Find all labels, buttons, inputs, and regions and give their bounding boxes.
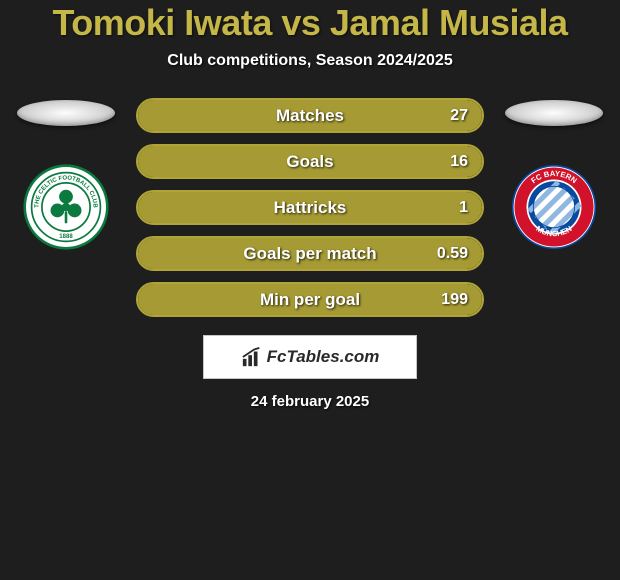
left-player-side: THE CELTIC FOOTBALL CLUB 1888: [16, 98, 116, 250]
stat-label: Goals per match: [138, 244, 482, 264]
stat-bar: Min per goal199: [136, 282, 484, 317]
brand-text: FcTables.com: [267, 347, 380, 367]
stat-bar: Matches27: [136, 98, 484, 133]
player-photo-placeholder-right: [505, 100, 603, 126]
stat-label: Min per goal: [138, 290, 482, 310]
right-player-side: FC BAYERN MÜNCHEN: [504, 98, 604, 250]
stat-value-right: 16: [450, 153, 468, 171]
stat-label: Hattricks: [138, 198, 482, 218]
main-row: THE CELTIC FOOTBALL CLUB 1888 Matches27 G…: [0, 98, 620, 317]
date-label: 24 february 2025: [0, 393, 620, 410]
subtitle: Club competitions, Season 2024/2025: [0, 52, 620, 70]
stat-value-right: 27: [450, 107, 468, 125]
bayern-crest-icon: FC BAYERN MÜNCHEN: [511, 164, 597, 250]
stats-column: Matches27 Goals16 Hattricks1 Goals per matc…: [136, 98, 484, 317]
stat-value-right: 0.59: [437, 245, 468, 263]
comparison-card: Tomoki Iwata vs Jamal Musiala Club compe…: [0, 0, 620, 410]
player-photo-placeholder-left: [17, 100, 115, 126]
page-title: Tomoki Iwata vs Jamal Musiala: [0, 2, 620, 44]
brand-badge[interactable]: FcTables.com: [203, 335, 417, 379]
stat-value-right: 199: [441, 291, 468, 309]
stat-label: Matches: [138, 106, 482, 126]
stat-bar: Goals per match0.59: [136, 236, 484, 271]
stat-value-right: 1: [459, 199, 468, 217]
svg-text:1888: 1888: [59, 234, 73, 240]
stat-bar: Hattricks1: [136, 190, 484, 225]
stat-label: Goals: [138, 152, 482, 172]
chart-icon: [241, 346, 263, 368]
celtic-crest-icon: THE CELTIC FOOTBALL CLUB 1888: [23, 164, 109, 250]
stat-bar: Goals16: [136, 144, 484, 179]
